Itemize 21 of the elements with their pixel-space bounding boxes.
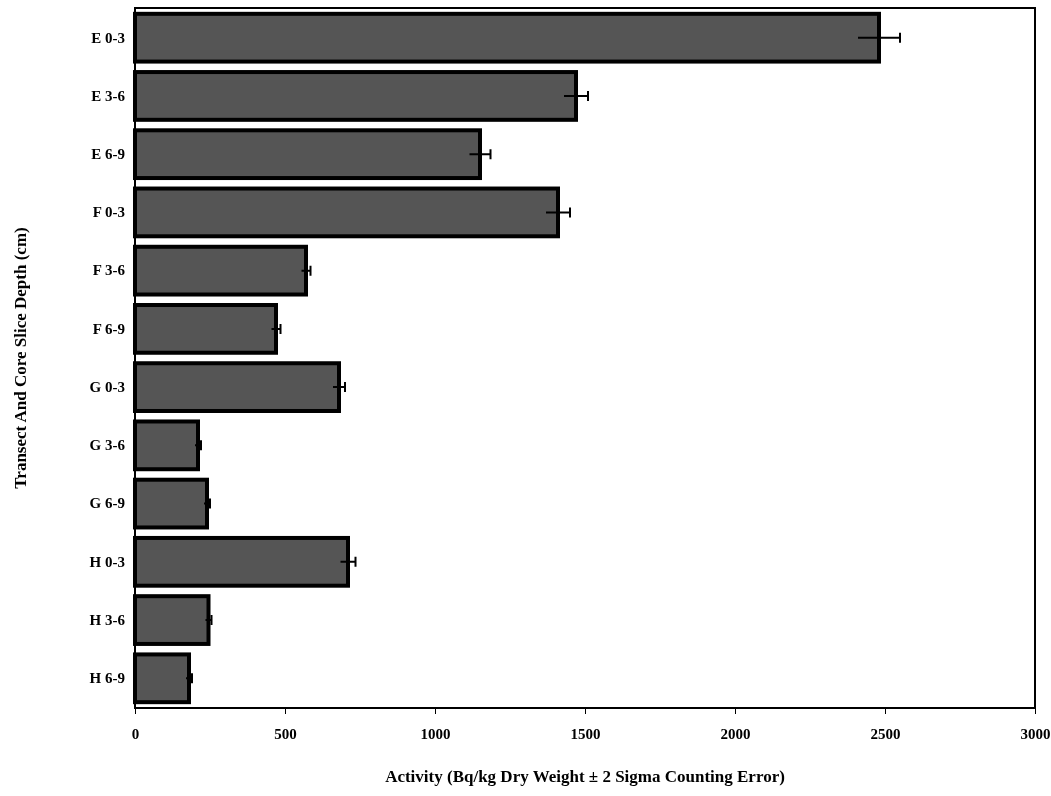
y-tick-label: G 0-3 bbox=[89, 378, 125, 395]
y-tick-label: F 6-9 bbox=[92, 320, 125, 337]
y-tick-label: F 3-6 bbox=[92, 262, 126, 279]
y-tick-label: G 3-6 bbox=[89, 437, 126, 454]
x-tick-label: 2000 bbox=[720, 725, 751, 742]
x-tick-label: 2500 bbox=[870, 725, 901, 742]
y-axis-title: Transect And Core Slice Depth (cm) bbox=[11, 227, 30, 489]
x-tick-label: 1000 bbox=[420, 725, 451, 742]
y-tick-label: H 3-6 bbox=[89, 611, 126, 628]
y-tick-label: H 6-9 bbox=[89, 670, 125, 687]
y-tick-label: E 6-9 bbox=[91, 145, 125, 162]
y-tick-label: F 0-3 bbox=[92, 204, 125, 221]
x-tick-label: 0 bbox=[131, 725, 140, 742]
x-tick-label: 3000 bbox=[1020, 725, 1051, 742]
y-tick-label: E 3-6 bbox=[91, 87, 126, 104]
x-tick-label: 500 bbox=[274, 725, 297, 742]
y-tick-label: E 0-3 bbox=[91, 29, 125, 46]
y-tick-label: H 0-3 bbox=[89, 553, 125, 570]
x-axis-title: Activity (Bq/kg Dry Weight ± 2 Sigma Counting Error) bbox=[385, 767, 785, 786]
x-tick-label: 1500 bbox=[570, 725, 601, 742]
y-tick-label: G 6-9 bbox=[89, 495, 125, 512]
